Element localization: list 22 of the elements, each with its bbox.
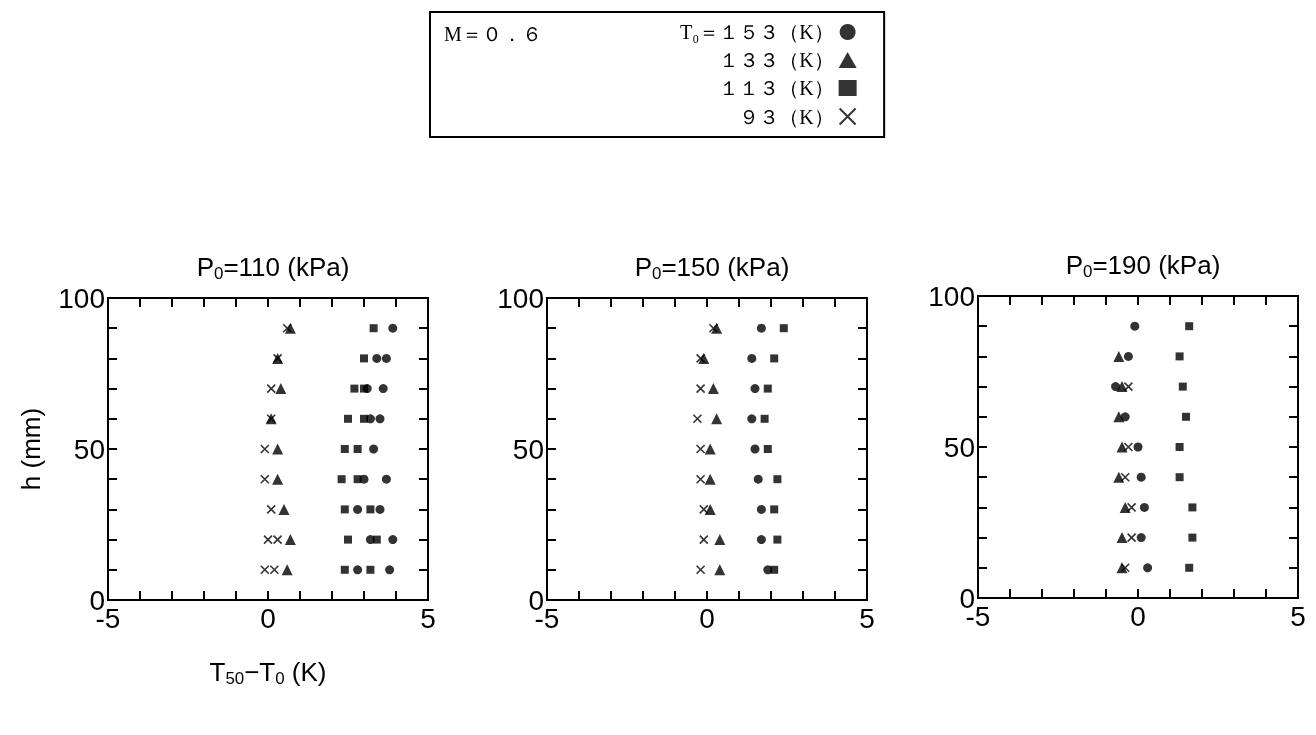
- x-axis-title: T50−T0 (K): [209, 657, 327, 688]
- chart-title: P0=110 (kPa): [196, 252, 350, 283]
- legend-label: １３３（K）: [719, 49, 834, 71]
- y-tick-label: 100: [497, 282, 544, 314]
- y-tick-label: 50: [943, 431, 975, 463]
- chart-title: P0=190 (kPa): [1065, 250, 1221, 281]
- y-tick-label: 50: [73, 433, 105, 465]
- y-axis-title: h (mm): [16, 407, 46, 491]
- x-tick-label: 5: [420, 602, 436, 634]
- x-tick-label: 5: [1290, 600, 1306, 632]
- legend-title: M＝０．６: [444, 23, 542, 45]
- x-tick-label: 0: [699, 602, 715, 634]
- x-tick-label: 0: [1130, 600, 1146, 632]
- chart-title: P0=150 (kPa): [634, 252, 790, 283]
- y-tick-label: 100: [928, 280, 975, 312]
- y-tick-label: 100: [58, 282, 105, 314]
- y-tick-label: 50: [512, 433, 544, 465]
- x-tick-label: 0: [260, 602, 276, 634]
- x-tick-label: 5: [859, 602, 875, 634]
- legend-label: T₀＝１５３（K）: [679, 21, 834, 43]
- legend-label: １１３（K）: [719, 77, 834, 99]
- legend-label: ９３（K）: [739, 105, 834, 128]
